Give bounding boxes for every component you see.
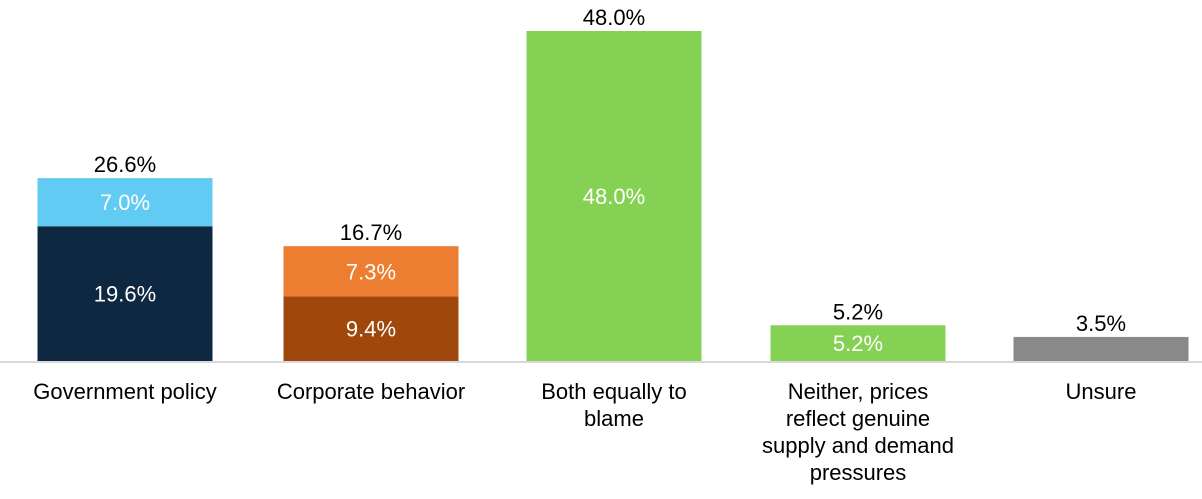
bar-segment-3-0 xyxy=(770,325,946,361)
bar-total-label: 16.7% xyxy=(340,220,402,245)
bar-total-label: 26.6% xyxy=(94,152,156,177)
bar-total-label: 48.0% xyxy=(583,5,645,30)
bar-segment-1-1 xyxy=(283,246,459,297)
bars-layer xyxy=(37,31,1189,361)
category-label: Government policy xyxy=(5,378,245,405)
category-label: Unsure xyxy=(981,378,1202,405)
segment-data-label: 19.6% xyxy=(94,282,156,307)
category-label-line: supply and demand xyxy=(761,433,955,458)
category-label: Both equally to blame xyxy=(494,378,734,432)
category-label: Corporate behavior xyxy=(251,378,491,405)
bar-total-label: 3.5% xyxy=(1076,311,1126,336)
category-label-line: Corporate behavior xyxy=(276,379,466,404)
category-label: Neither, prices reflect genuine supply and… xyxy=(738,378,978,486)
category-label-line: Government policy xyxy=(33,379,217,404)
bar-segment-0-1 xyxy=(37,178,213,227)
segment-data-label: 48.0% xyxy=(583,184,645,209)
bar-total-label: 5.2% xyxy=(833,299,883,324)
category-label-line: reflect genuine xyxy=(785,406,931,431)
bar-segment-2-0 xyxy=(526,31,702,361)
segment-data-label: 7.0% xyxy=(100,190,150,215)
category-label-line: Unsure xyxy=(1065,379,1137,404)
segment-data-label: 9.4% xyxy=(346,317,396,342)
category-label-line: blame xyxy=(584,406,644,431)
segment-data-label: 5.2% xyxy=(833,331,883,356)
bar-segment-0-0 xyxy=(37,226,213,361)
category-label-line: pressures xyxy=(809,460,907,485)
category-label-line: Both equally to xyxy=(541,379,687,404)
labels-layer: 19.6% 7.0% 26.6% 9.4% 7.3% 16.7% 48.0% 48.0% 5.2… xyxy=(94,5,1126,356)
bar-segment-1-0 xyxy=(283,296,459,361)
segment-data-label: 7.3% xyxy=(346,259,396,284)
category-label-line: Neither, prices xyxy=(787,379,929,404)
bar-segment-4-0 xyxy=(1013,336,1189,361)
